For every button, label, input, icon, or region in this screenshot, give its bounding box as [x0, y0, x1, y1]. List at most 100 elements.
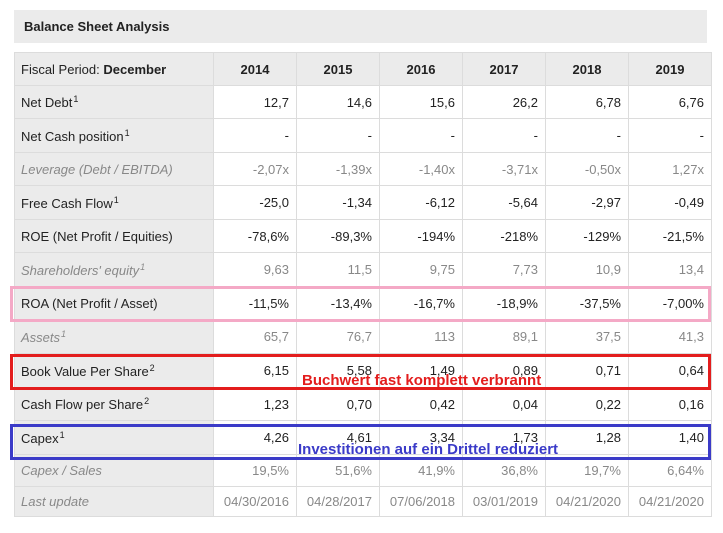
fiscal-period-label: Fiscal Period: December	[14, 52, 214, 86]
table-cell: 0,04	[462, 387, 546, 421]
table-cell: 6,78	[545, 85, 629, 119]
year-header: 2019	[628, 52, 712, 86]
row-label-text: ROE (Net Profit / Equities)	[21, 228, 173, 244]
table-cell: -18,9%	[462, 286, 546, 320]
table-cell: -	[213, 118, 297, 153]
table-cell: 7,73	[462, 252, 546, 287]
table-cell: -1,34	[296, 185, 380, 220]
table-cell: -218%	[462, 219, 546, 253]
table-cell: 15,6	[379, 85, 463, 119]
table-cell: -89,3%	[296, 219, 380, 253]
table-cell: 9,63	[213, 252, 297, 287]
row-label-text: Shareholders' equity	[21, 262, 140, 278]
table-cell: 26,2	[462, 85, 546, 119]
table-cell: -21,5%	[628, 219, 712, 253]
table-cell: -	[296, 118, 380, 153]
footnote-marker: 1	[113, 194, 119, 205]
table-cell: -16,7%	[379, 286, 463, 320]
table-cell: -	[545, 118, 629, 153]
table-cell: 5,58	[296, 353, 380, 388]
table-row: Net Cash position1- - - - - -	[14, 118, 712, 153]
table-cell: -0,50x	[545, 152, 629, 186]
table-cell: 04/21/2020	[545, 486, 629, 517]
table-row: ROE (Net Profit / Equities) -78,6% -89,3% -…	[14, 219, 712, 253]
footnote-marker: 1	[140, 261, 146, 272]
row-label-text: Last update	[21, 494, 89, 509]
table-row: Assets1 65,7 76,7 113 89,1 37,5 41,3	[14, 319, 712, 354]
table-row: Shareholders' equity1 9,63 11,5 9,75 7,73 10,…	[14, 252, 712, 287]
table-cell: -1,40x	[379, 152, 463, 186]
table-cell: 0,70	[296, 387, 380, 421]
table-cell: -5,64	[462, 185, 546, 220]
table-cell: 10,9	[545, 252, 629, 287]
year-header: 2015	[296, 52, 380, 86]
table-cell: -13,4%	[296, 286, 380, 320]
table-cell: 9,75	[379, 252, 463, 287]
table-cell: 0,22	[545, 387, 629, 421]
table-cell: -	[462, 118, 546, 153]
table-cell: -78,6%	[213, 219, 297, 253]
table-cell: -6,12	[379, 185, 463, 220]
footnote-marker: 2	[149, 362, 155, 373]
row-label-text: Book Value Per Share	[21, 363, 149, 379]
table-body: Net Debt1 12,7 14,6 15,6 26,2 6,78 6,76 Net Cas…	[14, 85, 712, 517]
table-cell: -1,39x	[296, 152, 380, 186]
table-cell: 0,64	[628, 353, 712, 388]
capex-highlight-box	[10, 424, 711, 460]
year-header: 2014	[213, 52, 297, 86]
table-cell: -	[628, 118, 712, 153]
footnote-marker: 1	[124, 127, 130, 138]
table-cell: -129%	[545, 219, 629, 253]
table-cell: 1,23	[213, 387, 297, 421]
row-label: Last update	[14, 486, 214, 517]
table-row: Leverage (Debt / EBITDA) -2,07x -1,39x -1,4…	[14, 152, 712, 186]
table-cell: 13,4	[628, 252, 712, 287]
row-label: Assets1	[14, 319, 214, 354]
footnote-marker: 1	[61, 328, 67, 339]
table-cell: 6,76	[628, 85, 712, 119]
table-cell: -0,49	[628, 185, 712, 220]
table-cell: -2,07x	[213, 152, 297, 186]
table-cell: 11,5	[296, 252, 380, 287]
table-cell: -2,97	[545, 185, 629, 220]
page-title: Balance Sheet Analysis	[24, 19, 170, 34]
row-label-text: Cash Flow per Share	[21, 397, 144, 412]
table-row: Free Cash Flow1 -25,0 -1,34 -6,12 -5,64 -2,97…	[14, 185, 712, 220]
table-cell: 37,5	[545, 319, 629, 354]
table-cell: -25,0	[213, 185, 297, 220]
year-header: 2016	[379, 52, 463, 86]
row-label: Shareholders' equity1	[14, 252, 214, 287]
footnote-marker: 2	[144, 396, 150, 406]
table-row: Cash Flow per Share2 1,23 0,70 0,42 0,04 0,22…	[14, 387, 712, 421]
table-cell: 07/06/2018	[379, 486, 463, 517]
row-label-text: Capex	[21, 430, 59, 446]
row-label: Cash Flow per Share2	[14, 387, 214, 421]
table-cell: 113	[379, 319, 463, 354]
title-bar: Balance Sheet Analysis	[14, 10, 707, 43]
table-cell: 03/01/2019	[462, 486, 546, 517]
table-cell: 14,6	[296, 85, 380, 119]
table-row: Net Debt1 12,7 14,6 15,6 26,2 6,78 6,76	[14, 85, 712, 119]
row-label: Net Debt1	[14, 85, 214, 119]
row-label-text: Net Debt	[21, 95, 73, 110]
row-label-text: Assets	[21, 329, 61, 345]
table-cell: -37,5%	[545, 286, 629, 320]
table-cell: -11,5%	[213, 286, 297, 320]
table-cell: 0,42	[379, 387, 463, 421]
table-cell: -	[379, 118, 463, 153]
row-label-text: Leverage (Debt / EBITDA)	[21, 161, 173, 177]
table-cell: 76,7	[296, 319, 380, 354]
row-label-text: Capex / Sales	[21, 463, 102, 478]
table-cell: 65,7	[213, 319, 297, 354]
table-cell: 89,1	[462, 319, 546, 354]
year-header: 2017	[462, 52, 546, 86]
year-header: 2018	[545, 52, 629, 86]
row-label-text: Free Cash Flow	[21, 195, 113, 211]
footnote-marker: 1	[59, 429, 65, 440]
balance-sheet-table: Fiscal Period: December 2014 2015 2016 2…	[14, 52, 712, 517]
table-cell: 0,16	[628, 387, 712, 421]
table-cell: 04/30/2016	[213, 486, 297, 517]
table-row: Book Value Per Share2 6,15 5,58 1,49 0,89 0,7…	[14, 353, 712, 388]
table-row: Last update 04/30/2016 04/28/2017 07/06/201…	[14, 486, 712, 517]
table-cell: 1,27x	[628, 152, 712, 186]
